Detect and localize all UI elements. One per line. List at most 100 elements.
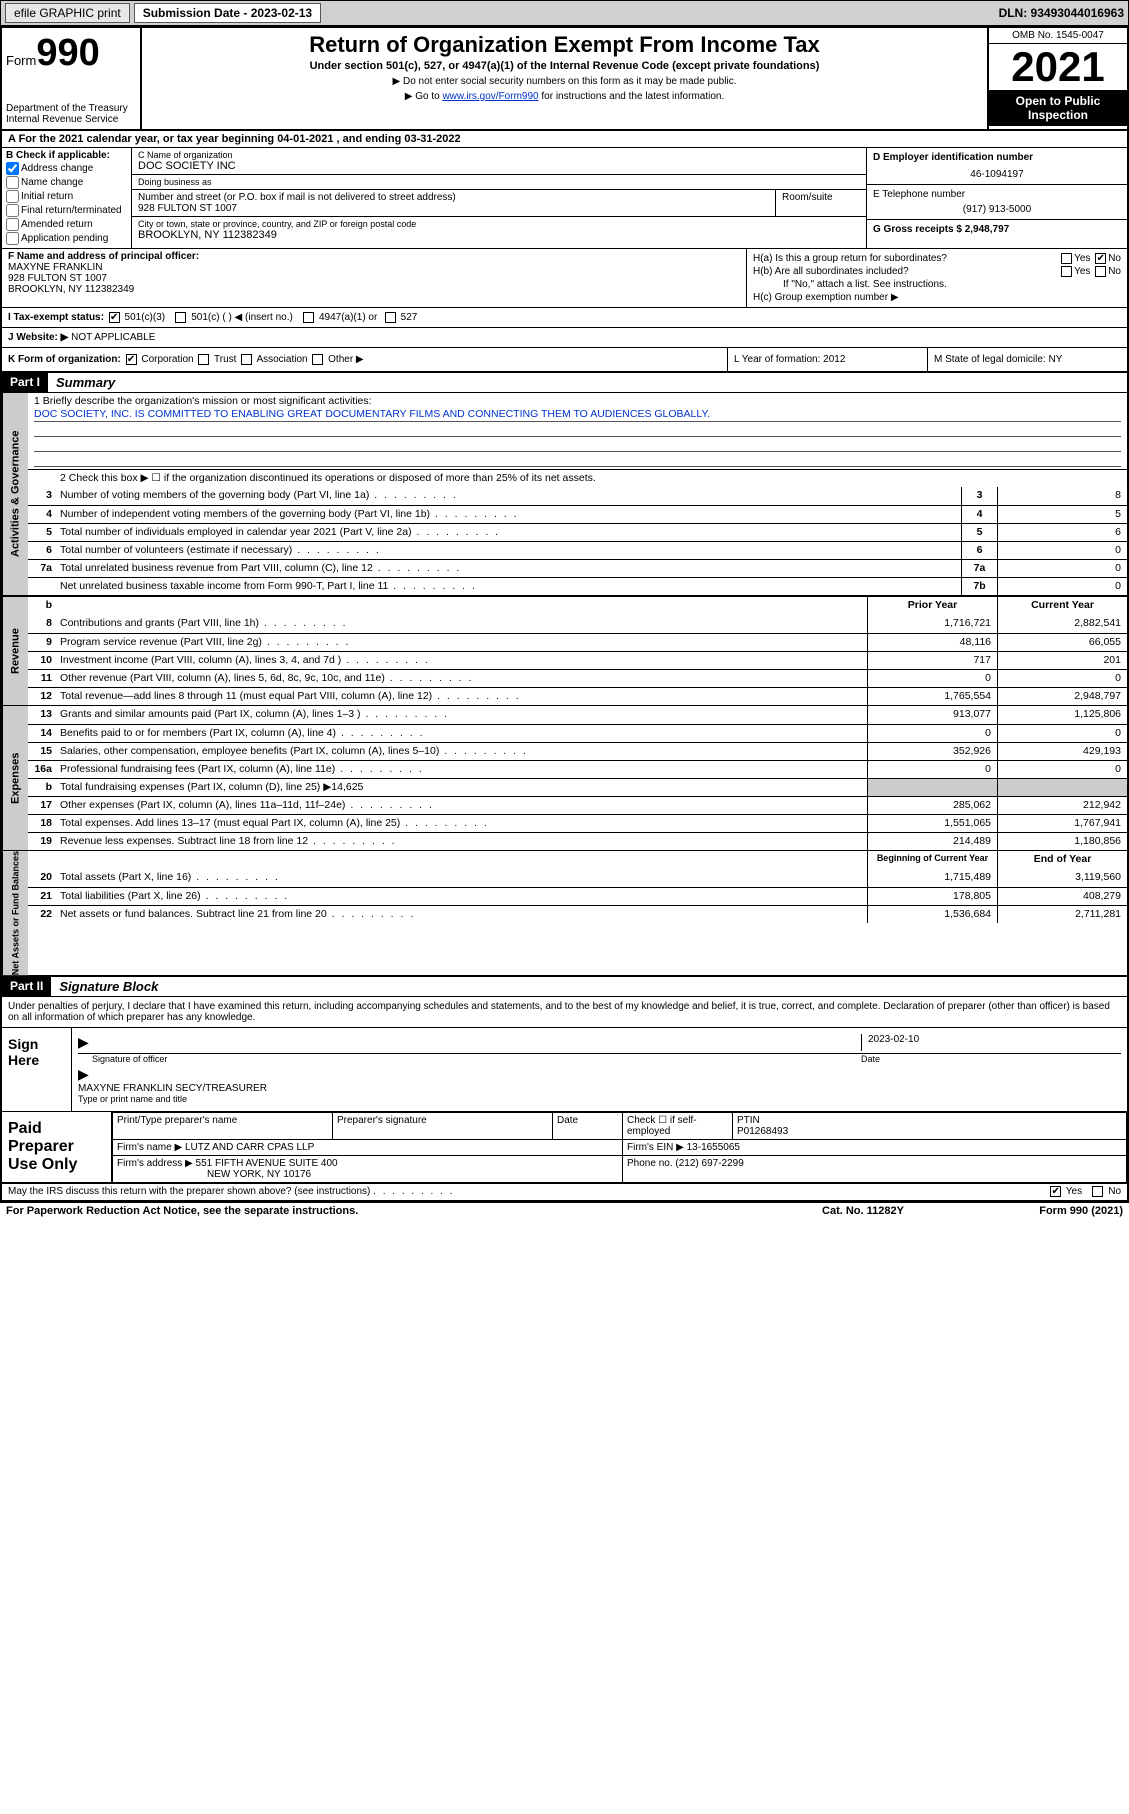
addr-label: Number and street (or P.O. box if mail i… [138,192,769,203]
tel-value: (917) 913-5000 [873,204,1121,215]
city-value: BROOKLYN, NY 112382349 [138,229,860,241]
colb-check-0[interactable]: Address change [6,162,127,175]
tax-year: 2021 [989,44,1127,90]
gross-receipts: G Gross receipts $ 2,948,797 [873,224,1121,235]
rev-line: 12Total revenue—add lines 8 through 11 (… [28,687,1127,705]
other-checkbox[interactable] [312,354,323,365]
prior-year-header: Prior Year [867,597,997,615]
exp-line: 14Benefits paid to or for members (Part … [28,724,1127,742]
revenue-block: Revenue b Prior Year Current Year 8Contr… [2,597,1127,706]
paid-preparer-row: Paid Preparer Use Only Print/Type prepar… [2,1112,1127,1184]
col-d-ids: D Employer identification number 46-1094… [867,148,1127,248]
current-year-header: Current Year [997,597,1127,615]
state-domicile: M State of legal domicile: NY [927,348,1127,371]
dba-label: Doing business as [138,177,860,187]
exp-line: 18Total expenses. Add lines 13–17 (must … [28,814,1127,832]
org-name: DOC SOCIETY INC [138,160,860,172]
rev-line: 9Program service revenue (Part VIII, lin… [28,633,1127,651]
gov-line: Net unrelated business taxable income fr… [28,577,1127,595]
ha-no-checkbox[interactable] [1095,253,1106,264]
mission-text: DOC SOCIETY, INC. IS COMMITTED TO ENABLI… [34,407,1121,422]
rev-line: 11Other revenue (Part VIII, column (A), … [28,669,1127,687]
col-b-header: B Check if applicable: [6,150,127,161]
officer-typed-name: MAXYNE FRANKLIN SECY/TREASURER [78,1083,267,1094]
open-to-public: Open to PublicInspection [989,90,1127,126]
trust-checkbox[interactable] [198,354,209,365]
row-bcd: B Check if applicable: Address changeNam… [2,148,1127,249]
501c3-checkbox[interactable] [109,312,120,323]
website-value: NOT APPLICABLE [71,332,155,343]
paperwork-footer: For Paperwork Reduction Act Notice, see … [0,1202,1129,1219]
firm-name: LUTZ AND CARR CPAS LLP [185,1142,314,1153]
topbar: efile GRAPHIC print Submission Date - 20… [0,0,1129,26]
501c-checkbox[interactable] [175,312,186,323]
form-subtitle: Under section 501(c), 527, or 4947(a)(1)… [150,60,979,72]
vtab-revenue: Revenue [2,597,28,705]
expenses-block: Expenses 13Grants and similar amounts pa… [2,706,1127,851]
colb-check-5[interactable]: Application pending [6,232,127,245]
discuss-yes-checkbox[interactable] [1050,1186,1061,1197]
colb-check-4[interactable]: Amended return [6,218,127,231]
col-b-checkboxes: B Check if applicable: Address changeNam… [2,148,132,248]
gov-line: 4Number of independent voting members of… [28,505,1127,523]
exp-line: 16aProfessional fundraising fees (Part I… [28,760,1127,778]
part1-title: Summary [48,373,123,392]
cat-no: Cat. No. 11282Y [763,1205,963,1217]
hb-no-checkbox[interactable] [1095,266,1106,277]
4947-checkbox[interactable] [303,312,314,323]
discuss-no-checkbox[interactable] [1092,1186,1103,1197]
col-f-officer: F Name and address of principal officer:… [2,249,747,307]
ptin-value: P01268493 [737,1126,788,1137]
row-i-tax-status: I Tax-exempt status: 501(c)(3) 501(c) ( … [2,308,1127,328]
ein-value: 46-1094197 [873,169,1121,180]
irs-link[interactable]: www.irs.gov/Form990 [442,91,538,102]
note-link: ▶ Go to www.irs.gov/Form990 for instruct… [150,91,979,102]
dept-treasury: Department of the Treasury [6,103,136,114]
year-formation: L Year of formation: 2012 [727,348,927,371]
tel-label: E Telephone number [873,189,1121,200]
corp-checkbox[interactable] [126,354,137,365]
sign-here-label: Sign Here [2,1028,72,1111]
sign-here-row: Sign Here ▶ 2023-02-10 Signature of offi… [2,1028,1127,1112]
row-fh: F Name and address of principal officer:… [2,249,1127,308]
colb-check-3[interactable]: Final return/terminated [6,204,127,217]
527-checkbox[interactable] [385,312,396,323]
addr-value: 928 FULTON ST 1007 [138,203,769,214]
assoc-checkbox[interactable] [241,354,252,365]
gov-line: 7aTotal unrelated business revenue from … [28,559,1127,577]
header-left: Form990 Department of the Treasury Inter… [2,28,142,129]
beg-year-header: Beginning of Current Year [867,851,997,869]
discuss-row: May the IRS discuss this return with the… [2,1184,1127,1199]
dln: DLN: 93493044016963 [999,6,1124,20]
col-c-org-info: C Name of organization DOC SOCIETY INC D… [132,148,867,248]
omb-number: OMB No. 1545-0047 [989,28,1127,44]
irs-label: Internal Revenue Service [6,114,136,125]
rev-line: 8Contributions and grants (Part VIII, li… [28,615,1127,633]
governance-block: Activities & Governance 1 Briefly descri… [2,393,1127,597]
sig-date-value: 2023-02-10 [861,1034,1121,1051]
ein-label: D Employer identification number [873,152,1121,163]
colb-check-1[interactable]: Name change [6,176,127,189]
col-h-group: H(a) Is this a group return for subordin… [747,249,1127,307]
officer-addr1: 928 FULTON ST 1007 [8,273,740,284]
preparer-table: Print/Type preparer's name Preparer's si… [112,1112,1127,1182]
part2-title: Signature Block [51,977,166,996]
note-ssn: ▶ Do not enter social security numbers o… [150,76,979,87]
vtab-netassets: Net Assets or Fund Balances [2,851,28,975]
efile-button[interactable]: efile GRAPHIC print [5,3,130,23]
net-line: 22Net assets or fund balances. Subtract … [28,905,1127,923]
header-mid: Return of Organization Exempt From Incom… [142,28,987,129]
ha-yes-checkbox[interactable] [1061,253,1072,264]
row-j-website: J Website: ▶ NOT APPLICABLE [2,328,1127,348]
form-footer: Form 990 (2021) [963,1205,1123,1217]
vtab-expenses: Expenses [2,706,28,850]
rev-line: 10Investment income (Part VIII, column (… [28,651,1127,669]
hb-yes-checkbox[interactable] [1061,266,1072,277]
colb-check-2[interactable]: Initial return [6,190,127,203]
exp-line: 13Grants and similar amounts paid (Part … [28,706,1127,724]
part2-header-row: Part II Signature Block [2,977,1127,997]
gov-line: 3Number of voting members of the governi… [28,487,1127,505]
city-label: City or town, state or province, country… [138,219,860,229]
form-990: Form990 Department of the Treasury Inter… [0,26,1129,1202]
vtab-governance: Activities & Governance [2,393,28,595]
